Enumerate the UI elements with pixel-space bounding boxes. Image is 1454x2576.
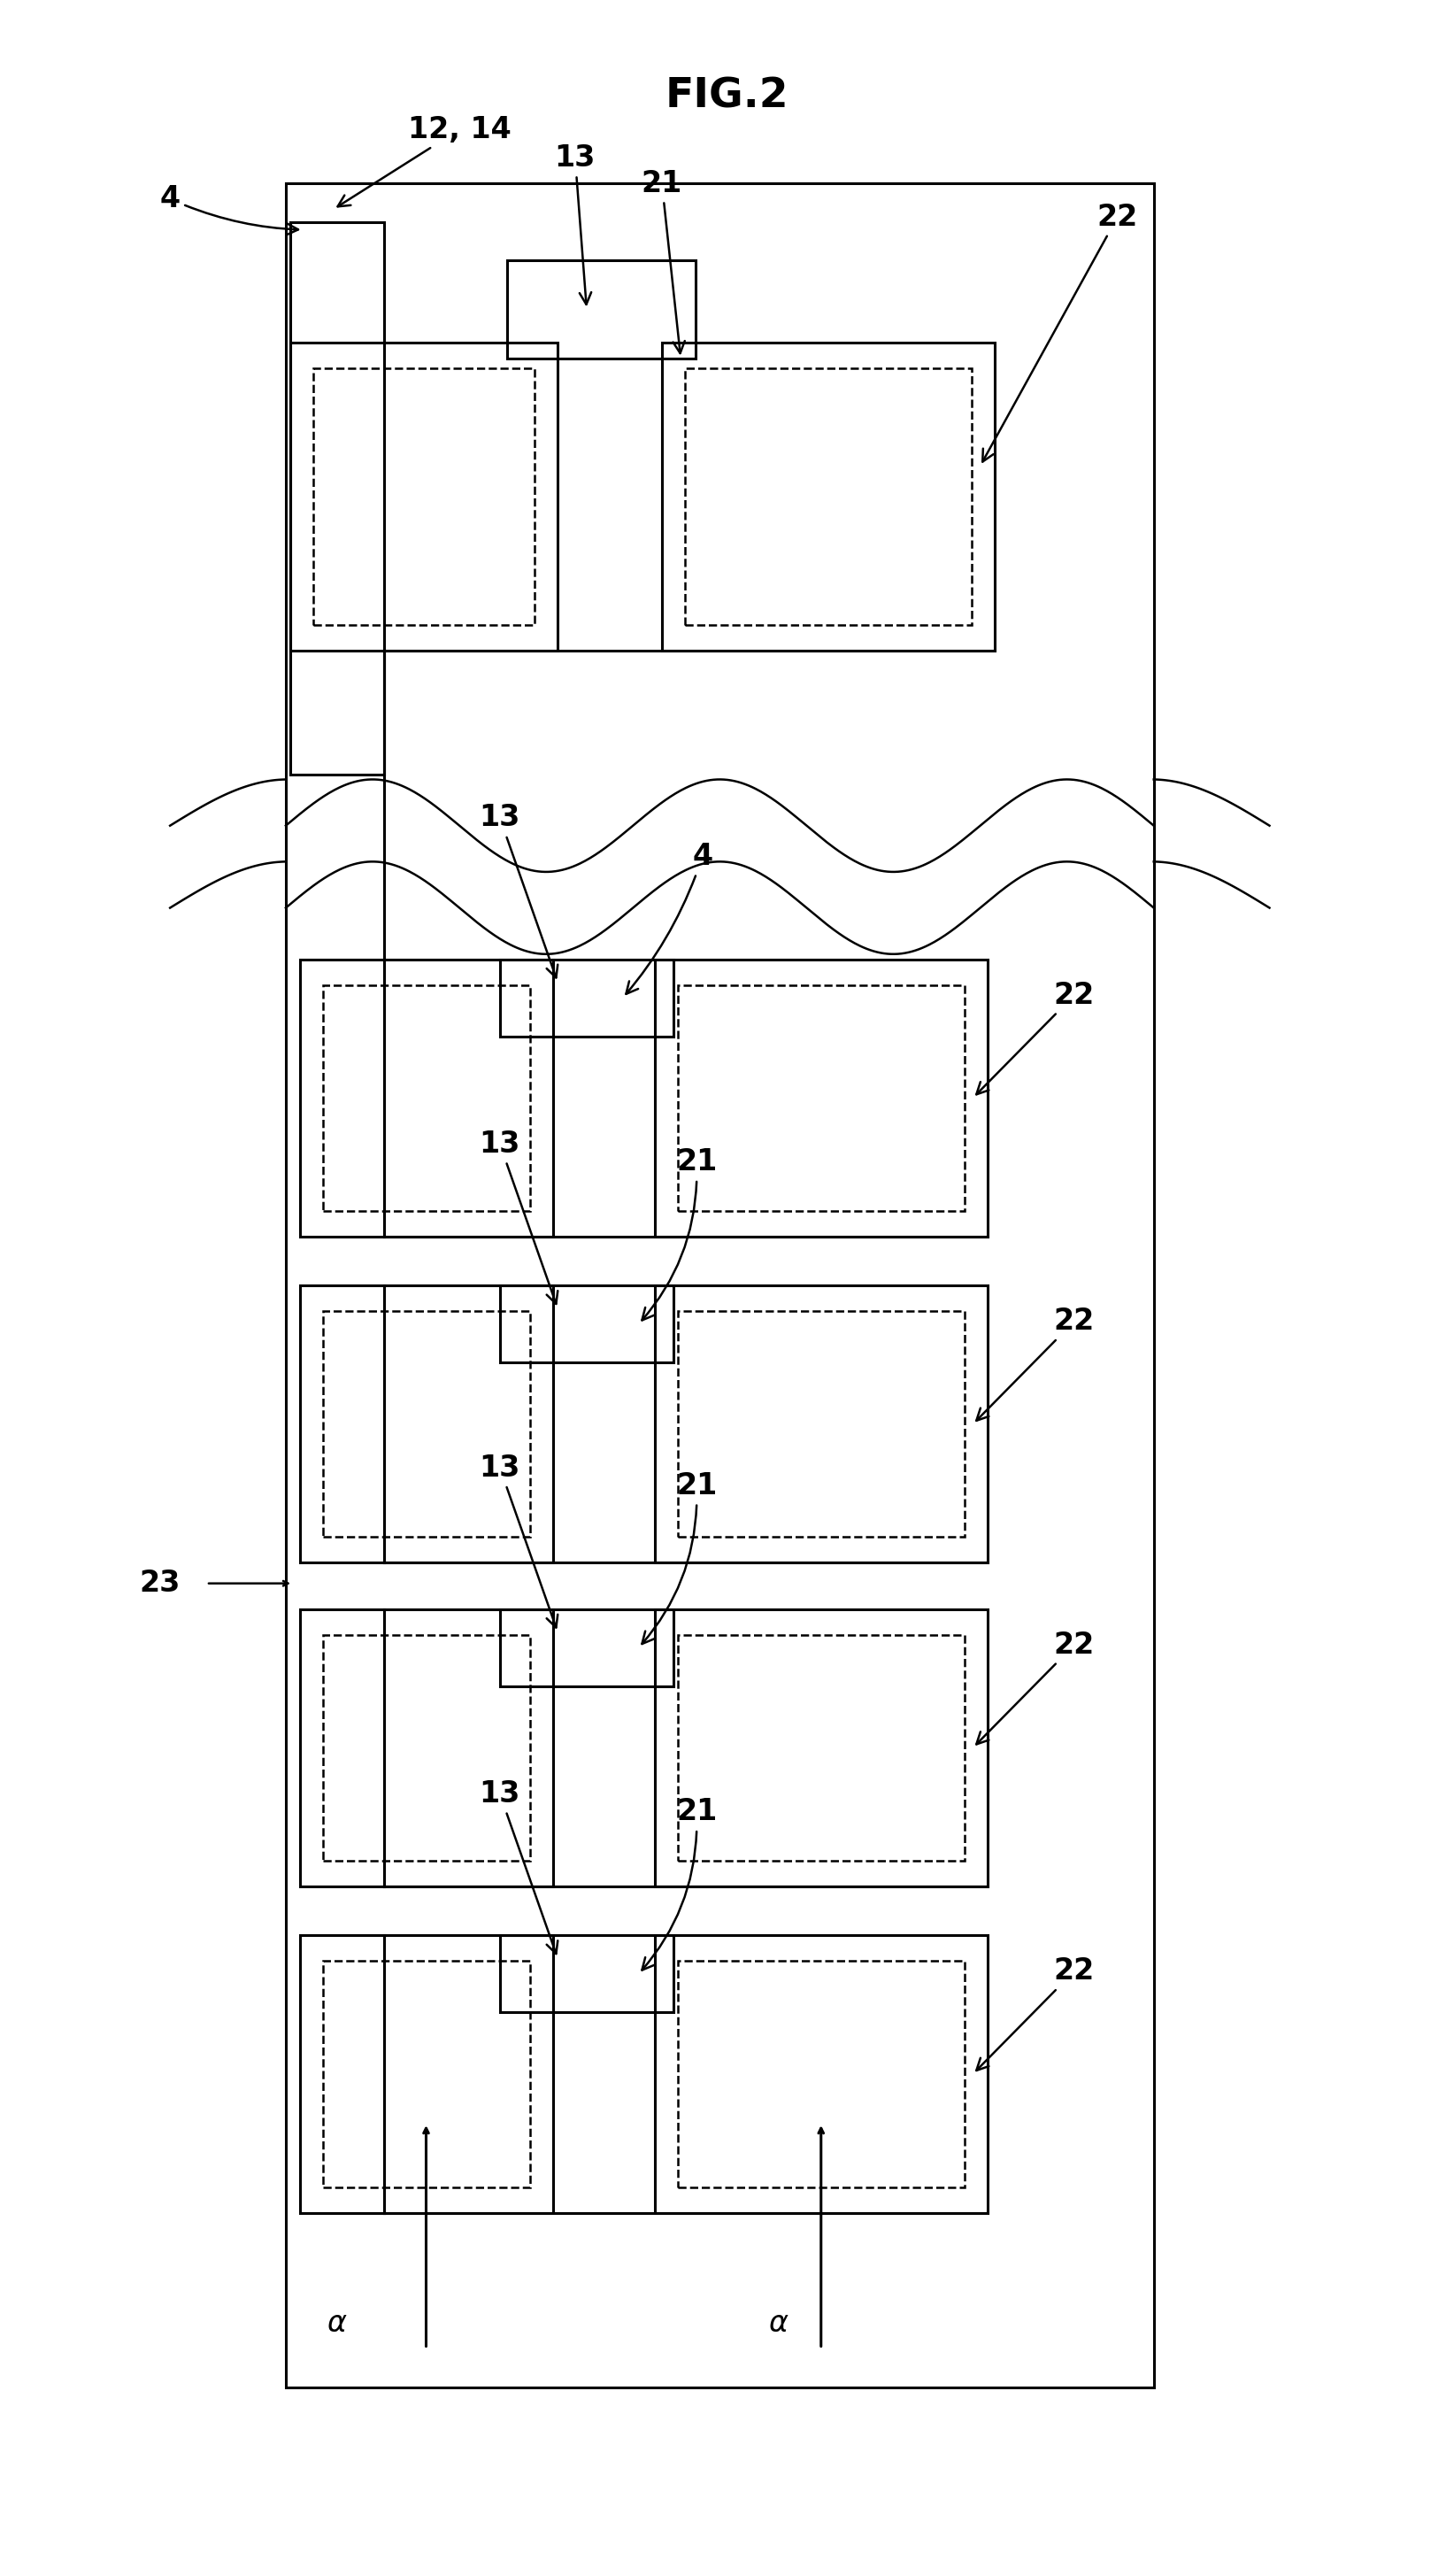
Text: 4: 4 (627, 842, 712, 994)
Text: 21: 21 (643, 1798, 717, 1971)
Text: 4: 4 (160, 185, 298, 234)
Bar (300, 1935, 554, 2213)
Text: 21: 21 (643, 1471, 717, 1643)
Text: 22: 22 (977, 1958, 1095, 2071)
Bar (300, 958, 554, 1236)
Bar (685, 368, 971, 626)
Bar (323, 1636, 531, 1860)
Bar (678, 1636, 964, 1860)
Text: 22: 22 (983, 204, 1138, 461)
Bar (678, 984, 964, 1211)
Bar (654, 1285, 987, 1564)
Bar (291, 343, 558, 652)
Text: 21: 21 (641, 170, 685, 353)
Bar (313, 368, 535, 626)
Text: 13: 13 (480, 1780, 558, 1953)
Text: 22: 22 (977, 1631, 1095, 1744)
Bar (662, 343, 995, 652)
Text: 22: 22 (977, 981, 1095, 1095)
Text: α: α (327, 2308, 346, 2339)
Text: 23: 23 (140, 1569, 180, 1597)
Text: 13: 13 (480, 1453, 558, 1628)
Bar (678, 1311, 964, 1538)
Text: 13: 13 (554, 144, 596, 304)
Bar (507, 260, 695, 358)
Text: 13: 13 (480, 1128, 558, 1303)
Bar (500, 1610, 673, 1687)
Text: 21: 21 (643, 1146, 717, 1321)
Bar (323, 1311, 531, 1538)
Bar (500, 1285, 673, 1363)
Bar (500, 958, 673, 1036)
Bar (286, 183, 1154, 2388)
Text: 12, 14: 12, 14 (337, 116, 510, 206)
Bar (678, 1960, 964, 2187)
Text: 13: 13 (480, 804, 558, 979)
Bar (654, 1935, 987, 2213)
Bar (291, 222, 384, 775)
Bar (323, 984, 531, 1211)
Text: 22: 22 (977, 1306, 1095, 1419)
Text: FIG.2: FIG.2 (666, 77, 788, 116)
Bar (500, 1935, 673, 2012)
Bar (300, 1285, 554, 1564)
Text: α: α (768, 2308, 788, 2339)
Bar (654, 1610, 987, 1886)
Bar (654, 958, 987, 1236)
Bar (300, 1610, 554, 1886)
Bar (323, 1960, 531, 2187)
